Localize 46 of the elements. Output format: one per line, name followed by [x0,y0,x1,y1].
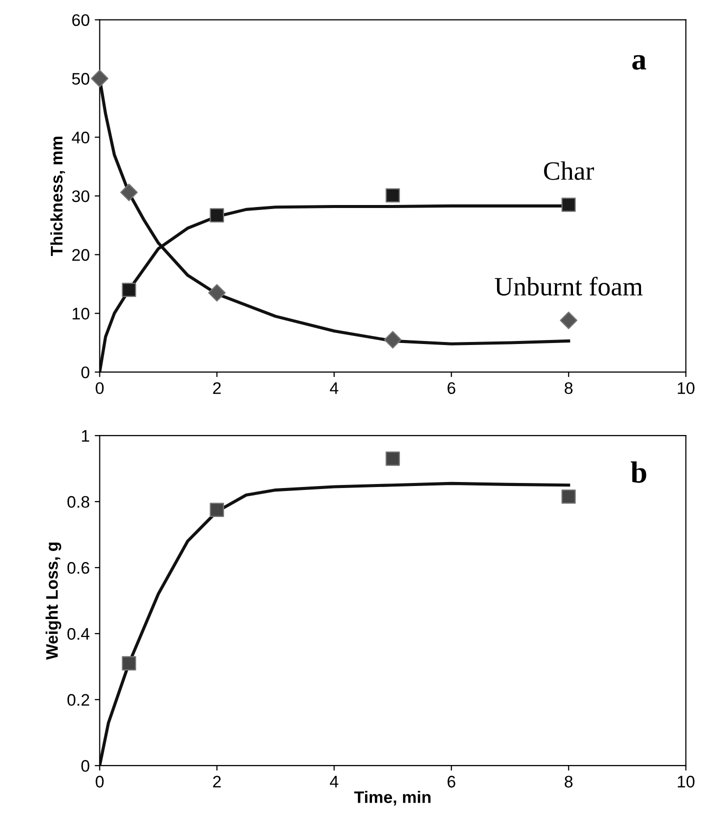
x-tick-label: 8 [564,382,573,394]
annotation: a [632,55,646,70]
point [210,502,224,517]
x-tick-label: 10 [678,382,694,394]
point [386,452,400,466]
point [90,70,108,88]
x-tick-label: 4 [330,776,338,788]
y-tick-label: 0 [81,366,90,378]
y-tick-label: 0.4 [67,628,90,640]
y-tick-label: 0.6 [67,562,90,574]
point [122,656,136,670]
x-tick-label: 6 [448,382,456,394]
x-tick-label: 6 [448,776,456,788]
y-tick-label: 1 [82,430,90,442]
y-tick-label: 40 [72,132,90,144]
y-tick-label: 20 [72,249,90,261]
y-tick-label: 30 [72,190,90,202]
y-tick-label: 50 [72,72,90,85]
y-axis-title: Thickness, mm [50,136,65,256]
x-tick-label: 10 [678,776,694,788]
y-tick-label: 10 [72,308,90,320]
x-tick-label: 0 [96,776,104,788]
point [384,331,402,349]
point [561,490,576,504]
x-axis-title: Time, min [354,790,430,806]
point [120,184,138,202]
annotation: b [630,461,646,483]
x-tick-label: 2 [213,776,221,788]
y-tick-label: 0.8 [67,496,90,508]
line-series [100,482,570,766]
point [122,282,136,298]
point [561,198,576,212]
point [208,284,226,302]
y-tick-label: 0 [81,760,90,772]
y-tick-label: 60 [72,14,90,26]
x-tick-label: 2 [213,382,221,394]
series-label: Char [544,161,594,180]
point [386,188,400,202]
y-tick-label: 0.2 [67,694,90,706]
point [560,312,578,330]
series-label: Unburnt foam [494,276,643,296]
y-axis-title: Weight Loss, g [46,542,62,660]
x-tick-label: 4 [330,382,338,394]
x-tick-label: 8 [564,776,573,788]
x-tick-label: 0 [96,382,104,394]
point [210,208,224,222]
